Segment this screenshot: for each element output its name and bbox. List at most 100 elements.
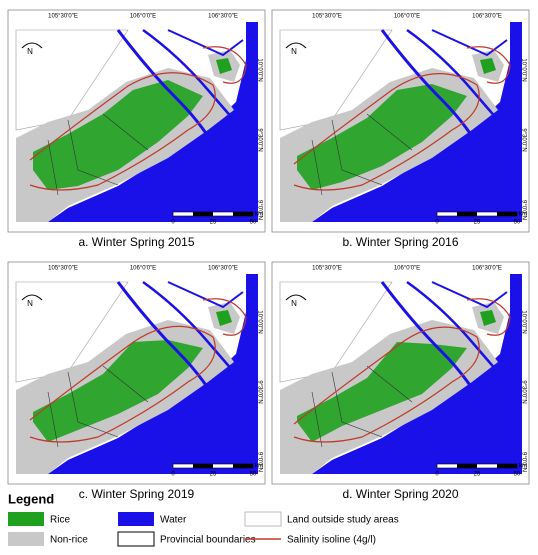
salinity-isoline bbox=[29, 72, 216, 191]
salinity-isoline bbox=[293, 326, 480, 443]
scale-label: 50 bbox=[250, 472, 257, 478]
latitude-label: 9°30'0"N bbox=[520, 380, 526, 403]
legend-label: Provincial boundaries bbox=[160, 535, 256, 546]
longitude-label: 105°30'0"E bbox=[48, 266, 78, 272]
north-arrow bbox=[21, 294, 43, 301]
panel-caption: d. Winter Spring 2020 bbox=[342, 487, 458, 501]
rice-area bbox=[33, 80, 203, 190]
longitude-label: 106°30'0"E bbox=[208, 266, 238, 272]
scale-bar-segment bbox=[193, 464, 213, 468]
latitude-label: 9°0'0"N bbox=[520, 452, 526, 472]
panel-caption: b. Winter Spring 2016 bbox=[342, 235, 458, 249]
rice-area bbox=[33, 340, 203, 442]
provincial-boundary bbox=[47, 113, 149, 196]
longitude-label: 106°30'0"E bbox=[472, 14, 502, 20]
latitude-label: 9°0'0"N bbox=[520, 200, 526, 220]
latitude-label: 10°0'0"N bbox=[520, 310, 526, 333]
legend-label: Rice bbox=[50, 515, 70, 526]
latitude-label: 10°0'0"N bbox=[256, 310, 262, 333]
longitude-label: 106°0'0"E bbox=[130, 14, 156, 20]
legend-swatch bbox=[8, 532, 44, 546]
scale-label: 0 bbox=[171, 472, 175, 478]
legend-title: Legend bbox=[8, 491, 54, 506]
rice-area bbox=[297, 342, 467, 442]
river bbox=[167, 281, 244, 309]
scale-label: 25 bbox=[210, 472, 217, 478]
map-panel: 105°30'0"E 106°0'0"E 106°30'0"E 10°0'0"N 9°3… bbox=[271, 9, 530, 233]
north-arrow bbox=[21, 42, 43, 49]
salinity-isoline bbox=[466, 298, 511, 336]
river bbox=[116, 29, 230, 171]
north-label: N bbox=[27, 299, 33, 308]
river bbox=[142, 280, 244, 383]
river bbox=[142, 28, 244, 131]
legend-swatch bbox=[117, 531, 155, 547]
scale-label: 50 bbox=[514, 472, 521, 478]
rice-island bbox=[480, 58, 496, 74]
salinity-isoline bbox=[29, 325, 216, 443]
scale-unit: km bbox=[519, 464, 527, 470]
north-label: N bbox=[291, 299, 297, 308]
river bbox=[380, 281, 494, 423]
legend-swatch bbox=[118, 512, 154, 526]
scale-bar-segment bbox=[497, 212, 517, 216]
scale-label: 25 bbox=[474, 472, 481, 478]
sea bbox=[312, 274, 522, 474]
map-panel: 105°30'0"E 106°0'0"E 106°30'0"E 10°0'0"N 9°3… bbox=[7, 261, 266, 485]
scale-label: 0 bbox=[435, 220, 439, 226]
scale-unit: km bbox=[519, 212, 527, 218]
scale-bar-segment bbox=[193, 212, 213, 216]
longitude-label: 106°30'0"E bbox=[472, 266, 502, 272]
longitude-label: 105°30'0"E bbox=[312, 266, 342, 272]
scale-label: 25 bbox=[210, 220, 217, 226]
latitude-label: 9°30'0"N bbox=[520, 128, 526, 151]
salinity-isoline bbox=[466, 46, 511, 84]
longitude-label: 105°30'0"E bbox=[48, 14, 78, 20]
salinity-isoline bbox=[202, 298, 247, 336]
scale-unit: km bbox=[255, 212, 263, 218]
river bbox=[431, 281, 508, 309]
latitude-label: 10°0'0"N bbox=[520, 58, 526, 81]
scale-bar-segment bbox=[497, 464, 517, 468]
legend-swatch bbox=[8, 512, 44, 526]
north-arrow bbox=[285, 42, 307, 49]
river bbox=[406, 28, 508, 131]
scale-label: 50 bbox=[250, 220, 257, 226]
sea bbox=[48, 274, 258, 474]
latitude-label: 9°30'0"N bbox=[256, 128, 262, 151]
river bbox=[380, 29, 494, 171]
rice-island bbox=[216, 310, 232, 326]
legend-label: Land outside study areas bbox=[287, 515, 399, 526]
river bbox=[167, 29, 244, 57]
rice-island bbox=[216, 58, 232, 74]
scale-bar-segment bbox=[233, 212, 253, 216]
rice-island bbox=[480, 310, 496, 326]
rice-area bbox=[297, 84, 467, 190]
north-arrow bbox=[285, 294, 307, 301]
sea bbox=[312, 22, 522, 222]
latitude-label: 9°0'0"N bbox=[256, 452, 262, 472]
scale-bar-segment bbox=[457, 464, 477, 468]
scale-label: 50 bbox=[514, 220, 521, 226]
scale-label: 0 bbox=[171, 220, 175, 226]
scale-label: 25 bbox=[474, 220, 481, 226]
north-label: N bbox=[291, 47, 297, 56]
panel-caption: c. Winter Spring 2019 bbox=[79, 487, 195, 501]
legend-label: Water bbox=[160, 515, 187, 526]
sea bbox=[48, 22, 258, 222]
longitude-label: 106°0'0"E bbox=[394, 14, 420, 20]
legend-label: Non-rice bbox=[50, 535, 88, 546]
map-panel: 105°30'0"E 106°0'0"E 106°30'0"E 10°0'0"N 9°3… bbox=[271, 261, 530, 485]
legend-label: Salinity isoline (4g/l) bbox=[287, 535, 376, 546]
salinity-isoline bbox=[202, 46, 247, 84]
scale-bar-segment bbox=[233, 464, 253, 468]
scale-bar-segment bbox=[457, 212, 477, 216]
map-panel: 105°30'0"E 106°0'0"E 106°30'0"E 10°0'0"N 9°3… bbox=[7, 9, 266, 233]
longitude-label: 105°30'0"E bbox=[312, 14, 342, 20]
longitude-label: 106°0'0"E bbox=[394, 266, 420, 272]
scale-unit: km bbox=[255, 464, 263, 470]
longitude-label: 106°0'0"E bbox=[130, 266, 156, 272]
river bbox=[406, 280, 508, 383]
river bbox=[431, 29, 508, 57]
